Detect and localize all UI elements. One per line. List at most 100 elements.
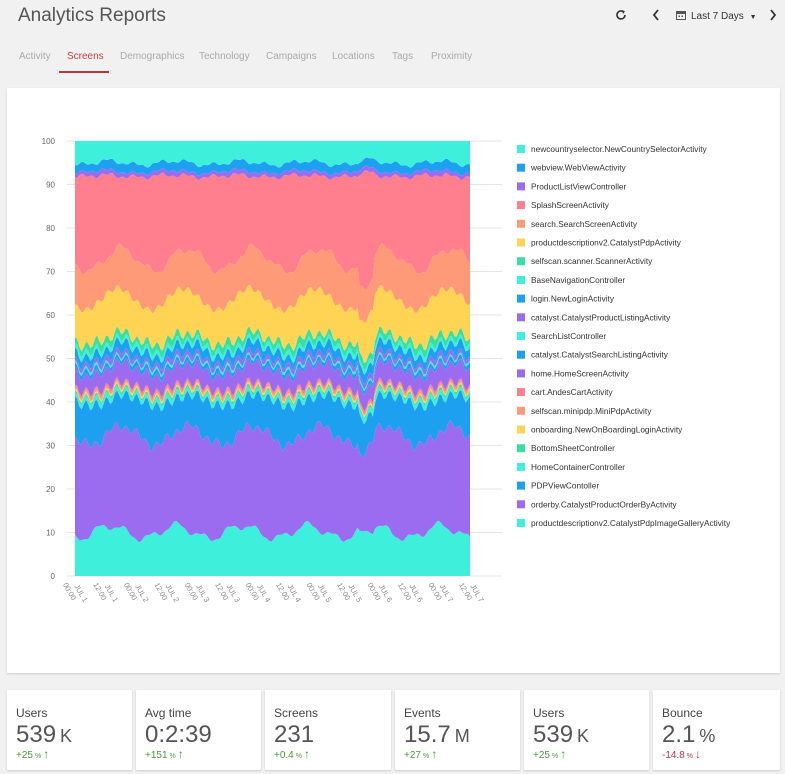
- x-tick: JUL 400:00: [244, 581, 273, 604]
- y-tick-label: 100: [42, 137, 56, 146]
- y-tick-label: 70: [46, 268, 55, 277]
- area-series: [75, 353, 470, 396]
- refresh-button[interactable]: [615, 9, 627, 24]
- x-axis: JUL 100:00 JUL 112:00 JUL 200:00 JUL 212:00…: [61, 581, 486, 604]
- y-tick-label: 10: [46, 529, 55, 538]
- y-tick-label: 40: [46, 398, 55, 407]
- legend-item-label: PDPViewContoller: [531, 481, 599, 491]
- area-series: [75, 165, 470, 180]
- area-series: [75, 346, 470, 390]
- x-tick: JUL 700:00: [427, 581, 456, 604]
- x-tick: JUL 100:00: [61, 581, 90, 604]
- y-tick-label: 60: [46, 311, 55, 320]
- chart-legend: newcountryselector.NewCountrySelectorAct…: [517, 144, 731, 528]
- stat-label: Users: [533, 706, 565, 720]
- legend-swatch: [517, 519, 525, 527]
- y-tick-label: 0: [51, 572, 56, 581]
- legend-item-label: login.NewLoginActivity: [531, 294, 615, 304]
- page-title: Analytics Reports: [18, 5, 166, 26]
- stat-label: Bounce: [662, 706, 703, 720]
- legend-swatch: [517, 145, 525, 153]
- legend-swatch: [517, 313, 525, 322]
- y-axis: 0 10 20 30 40 50 60 70 80 90 100: [42, 137, 56, 581]
- caret-down-icon: ▼: [749, 14, 757, 21]
- arrow-up-icon: ↑: [560, 747, 567, 761]
- legend-item-label: BaseNavigationController: [531, 275, 625, 285]
- chart-card: 0 10 20 30 40 50 60 70 80 90 100 JUL 1 00:00 JUL 1 12…: [7, 88, 780, 673]
- legend-swatch: [517, 201, 525, 210]
- legend-swatch: [517, 163, 525, 172]
- tab-technology[interactable]: Technology: [199, 51, 250, 62]
- legend-swatch: [517, 425, 525, 434]
- arrow-up-icon: ↑: [303, 747, 310, 761]
- tab-screens[interactable]: Screens: [67, 51, 104, 62]
- area-series: [75, 333, 470, 375]
- legend-swatch: [517, 275, 525, 284]
- tab-demographics[interactable]: Demographics: [120, 51, 185, 62]
- tab-locations[interactable]: Locations: [332, 51, 375, 62]
- stat-delta: +0.4% ↑: [274, 747, 310, 761]
- legend-swatch: [517, 219, 525, 228]
- x-tick: JUL 300:00: [183, 581, 212, 604]
- tab-campaigns[interactable]: Campaigns: [266, 51, 317, 62]
- stat-label: Events: [404, 706, 441, 720]
- header: Analytics Reports Last 7 Days ▼ Activity…: [0, 0, 785, 74]
- next-range-button[interactable]: [769, 9, 777, 24]
- legend-swatch: [517, 294, 525, 303]
- x-tick: JUL 500:00: [305, 581, 334, 604]
- stat-value: 15.7 M: [404, 721, 470, 748]
- stat-value: 0:2:39: [145, 721, 212, 748]
- arrow-up-icon: ↑: [43, 747, 50, 761]
- legend-item-label: selfscan.minipdp.MiniPdpActivity: [531, 406, 652, 416]
- chart-areas: [75, 141, 470, 576]
- legend-item-label: catalyst.CatalystProductListingActivity: [531, 312, 671, 322]
- legend-item-label: ProductListViewController: [531, 181, 627, 191]
- stat-delta: +25% ↑: [533, 747, 567, 761]
- stat-delta: +27% ↑: [404, 747, 438, 761]
- stat-card-events: Events 15.7 M +27% ↑: [395, 690, 520, 770]
- area-series: [75, 170, 470, 290]
- x-tick: JUL 512:00: [335, 581, 364, 604]
- legend-item-label: onboarding.NewOnBoardingLoginActivity: [531, 425, 683, 435]
- chevron-right-icon: [770, 9, 777, 21]
- legend-swatch: [517, 406, 525, 415]
- previous-range-button[interactable]: [652, 9, 660, 24]
- legend-item-label: SearchListController: [531, 331, 606, 341]
- legend-item-label: selfscan.scanner.ScannerActivity: [531, 256, 653, 266]
- area-series: [75, 520, 470, 576]
- stat-card-screens: Screens 231 +0.4% ↑: [265, 690, 391, 770]
- x-tick: JUL 112:00: [91, 581, 120, 604]
- x-tick: JUL 612:00: [396, 581, 425, 604]
- area-series: [75, 383, 470, 420]
- legend-item-label: HomeContainerController: [531, 462, 625, 472]
- report-tabs: Activity Screens Demographics Technology…: [0, 44, 785, 73]
- date-range-select[interactable]: Last 7 Days ▼: [676, 10, 757, 22]
- tab-proximity[interactable]: Proximity: [431, 51, 473, 62]
- chevron-left-icon: [652, 9, 659, 21]
- area-series: [75, 380, 470, 418]
- date-range-label: Last 7 Days: [691, 11, 744, 22]
- legend-swatch: [517, 332, 525, 340]
- y-tick-label: 50: [46, 355, 55, 364]
- legend-item-label: webview.WebViewActivity: [530, 163, 627, 173]
- area-series: [75, 284, 470, 363]
- stat-value: 231: [274, 721, 315, 748]
- calendar-icon: [676, 11, 686, 20]
- tab-activity[interactable]: Activity: [19, 51, 51, 62]
- area-series: [75, 157, 470, 176]
- stat-label: Users: [16, 706, 48, 720]
- legend-item-label: search.SearchScreenActivity: [531, 219, 638, 229]
- tab-tags[interactable]: Tags: [392, 51, 414, 62]
- legend-swatch: [517, 369, 525, 378]
- x-tick: JUL 412:00: [274, 581, 303, 604]
- area-series: [75, 141, 470, 168]
- stat-value: 539 K: [533, 721, 590, 748]
- active-tab-indicator: [59, 71, 109, 73]
- legend-swatch: [517, 462, 525, 471]
- arrow-up-icon: ↑: [431, 747, 438, 761]
- area-series: [75, 357, 470, 412]
- arrow-up-icon: ↑: [177, 747, 184, 761]
- refresh-icon: [616, 10, 626, 20]
- legend-swatch: [517, 388, 525, 397]
- stat-label: Screens: [274, 706, 319, 720]
